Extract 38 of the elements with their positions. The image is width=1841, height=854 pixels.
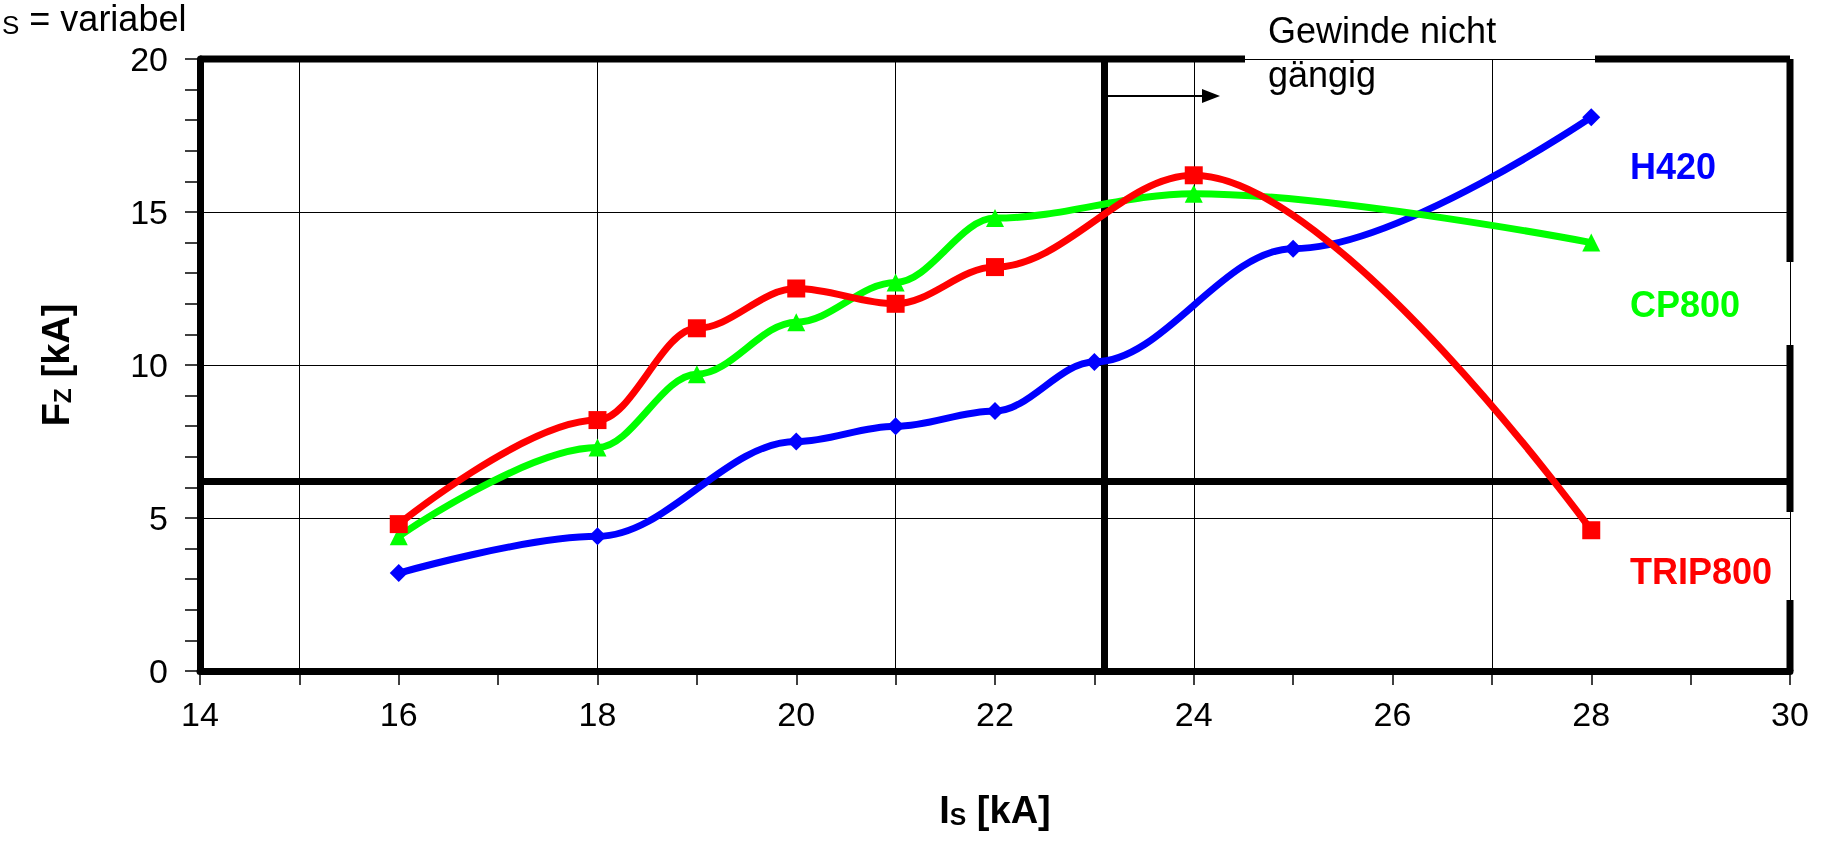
point xyxy=(389,515,408,534)
point xyxy=(1582,521,1601,540)
annotation: Gewinde nicht gängig xyxy=(1268,9,1507,95)
series-label: CP800 xyxy=(1630,283,1741,325)
x-tick-label: 24 xyxy=(1174,695,1213,733)
point xyxy=(886,273,905,292)
point xyxy=(1582,233,1601,252)
point xyxy=(886,294,905,313)
y-tick-label: 15 xyxy=(130,193,168,231)
series-label: TRIP800 xyxy=(1630,550,1773,592)
y-tick-label: 20 xyxy=(130,40,168,78)
text: S = variabel xyxy=(2,0,187,40)
series-label: H420 xyxy=(1630,145,1717,187)
point xyxy=(787,313,806,332)
x-tick-label: 16 xyxy=(379,695,418,733)
y-tick-label: 0 xyxy=(149,652,168,690)
point xyxy=(687,365,706,384)
point xyxy=(588,438,607,457)
point xyxy=(986,258,1004,277)
y-tick-label: 5 xyxy=(149,499,168,537)
y-tick-label: 10 xyxy=(130,346,168,384)
x-tick-label: 30 xyxy=(1771,695,1809,733)
point xyxy=(787,279,806,298)
point xyxy=(986,209,1004,228)
x-tick-label: 14 xyxy=(181,695,219,733)
point xyxy=(1582,108,1601,127)
point xyxy=(1184,166,1203,185)
x-tick-label: 18 xyxy=(578,695,617,733)
x-tick-label: 22 xyxy=(976,695,1014,733)
point xyxy=(588,411,607,430)
x-axis-title: IS [kA] xyxy=(939,789,1051,832)
x-tick-label: 28 xyxy=(1572,695,1611,733)
point xyxy=(687,319,706,338)
x-tick-label: 20 xyxy=(777,695,816,733)
x-tick-label: 26 xyxy=(1373,695,1412,733)
y-axis-title: FZ [kA] xyxy=(34,303,77,427)
point xyxy=(1184,184,1203,203)
point xyxy=(389,564,408,583)
